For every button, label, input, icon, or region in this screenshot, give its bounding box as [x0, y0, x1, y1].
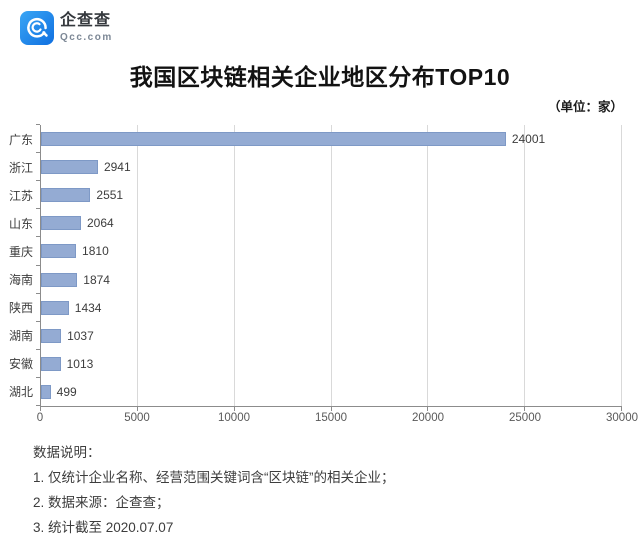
bar-湖北 — [41, 384, 51, 399]
value-label-湖北: 499 — [56, 384, 77, 399]
y-tick-7 — [36, 320, 40, 322]
y-tick-6 — [36, 292, 40, 294]
gridline-25000 — [524, 125, 526, 406]
qcc-logo-domain: Qcc.com — [60, 32, 113, 43]
bar-row-湖南: 湖南 1037 — [9, 322, 622, 350]
value-label-山东: 2064 — [86, 216, 114, 231]
x-tick-label-0: 0 — [36, 412, 44, 424]
data-notes: 数据说明： 1. 仅统计企业名称、经营范围关键词含“区块链”的相关企业； 2. 数… — [33, 440, 395, 540]
x-tick-30000 — [621, 407, 622, 411]
value-label-重庆: 1810 — [82, 244, 109, 259]
x-tick-label-15000: 15000 — [315, 412, 347, 424]
bar-row-安徽: 安徽 1013 — [9, 350, 622, 378]
gridline-30000 — [621, 125, 622, 406]
category-label-山东: 山东 — [8, 216, 33, 231]
bar-海南 — [41, 272, 78, 287]
category-label-江苏: 江苏 — [8, 188, 33, 203]
y-tick-5 — [36, 264, 40, 266]
x-tick-15000 — [330, 407, 332, 411]
qcc-logo-text: 企查查 Qcc.com — [60, 11, 113, 43]
x-axis-labels: 0 5000 10000 15000 20000 25000 30000 — [36, 412, 638, 426]
category-label-安徽: 安徽 — [8, 357, 33, 372]
value-label-海南: 1874 — [83, 272, 110, 287]
bar-rows: 广东 24001 浙江 2941 江苏 2551 山东 2064 重庆 1810 海南 1874 陕西 1… — [9, 125, 622, 406]
bar-浙江 — [41, 160, 98, 175]
y-tick-9 — [36, 376, 40, 378]
gridline-20000 — [427, 125, 429, 406]
y-tick-4 — [36, 236, 40, 238]
category-label-浙江: 浙江 — [8, 160, 33, 175]
category-label-陕西: 陕西 — [8, 301, 33, 316]
x-tick-20000 — [427, 407, 429, 411]
bar-陕西 — [41, 300, 69, 315]
bar-row-广东: 广东 24001 — [9, 125, 622, 153]
note-line-2: 2. 数据来源：企查查； — [33, 495, 170, 510]
y-tick-2 — [36, 180, 40, 182]
bar-重庆 — [41, 244, 77, 259]
chart-title: 我国区块链相关企业地区分布TOP10 — [129, 64, 511, 90]
category-label-湖北: 湖北 — [8, 385, 33, 400]
bar-row-重庆: 重庆 1810 — [9, 237, 622, 265]
note-line-1: 1. 仅统计企业名称、经营范围关键词含“区块链”的相关企业； — [33, 470, 395, 485]
x-tick-label-10000: 10000 — [218, 412, 250, 424]
qcc-logo: 企查查 Qcc.com — [20, 11, 113, 45]
bar-chart-plot: 广东 24001 浙江 2941 江苏 2551 山东 2064 重庆 1810 海南 1874 陕西 1… — [9, 124, 622, 411]
value-label-浙江: 2941 — [103, 160, 131, 175]
bar-广东 — [41, 132, 506, 147]
x-tick-0 — [40, 407, 41, 411]
gridline-5000 — [136, 125, 138, 406]
qcc-logo-icon — [20, 11, 54, 45]
bar-row-海南: 海南 1874 — [9, 265, 622, 293]
bar-row-湖北: 湖北 499 — [9, 378, 622, 406]
x-tick-label-5000: 5000 — [124, 412, 150, 424]
x-tick-label-25000: 25000 — [509, 412, 541, 424]
x-tick-label-20000: 20000 — [412, 412, 444, 424]
gridline-15000 — [330, 125, 332, 406]
category-label-湖南: 湖南 — [8, 329, 33, 344]
category-label-重庆: 重庆 — [8, 244, 33, 259]
y-tick-3 — [36, 208, 40, 210]
y-tick-1 — [36, 152, 40, 154]
bar-row-山东: 山东 2064 — [9, 209, 622, 237]
value-label-安徽: 1013 — [66, 356, 94, 371]
x-tick-25000 — [524, 407, 526, 411]
bar-安徽 — [41, 356, 61, 371]
bar-row-江苏: 江苏 2551 — [9, 181, 622, 209]
note-line-3: 3. 统计截至 2020.07.07 — [33, 520, 174, 535]
value-label-江苏: 2551 — [96, 188, 124, 203]
bar-row-陕西: 陕西 1434 — [9, 294, 622, 322]
x-tick-5000 — [136, 407, 138, 411]
value-label-湖南: 1037 — [67, 328, 94, 343]
bar-江苏 — [41, 188, 91, 203]
y-tick-8 — [36, 348, 40, 350]
value-label-广东: 24001 — [511, 132, 546, 147]
gridline-10000 — [233, 125, 235, 406]
bar-山东 — [41, 216, 81, 231]
category-label-海南: 海南 — [8, 273, 33, 288]
notes-list: 1. 仅统计企业名称、经营范围关键词含“区块链”的相关企业； 2. 数据来源：企查… — [33, 465, 395, 540]
value-label-陕西: 1434 — [74, 300, 102, 315]
unit-label: （单位：家） — [547, 100, 623, 114]
bar-row-浙江: 浙江 2941 — [9, 153, 622, 181]
x-tick-label-30000: 30000 — [606, 412, 638, 424]
x-tick-10000 — [233, 407, 235, 411]
category-label-广东: 广东 — [8, 132, 33, 147]
notes-heading: 数据说明： — [33, 445, 101, 460]
bar-湖南 — [41, 328, 62, 343]
y-tick-10 — [36, 405, 40, 406]
y-tick-0 — [36, 124, 40, 125]
qcc-logo-name: 企查查 — [60, 12, 112, 29]
